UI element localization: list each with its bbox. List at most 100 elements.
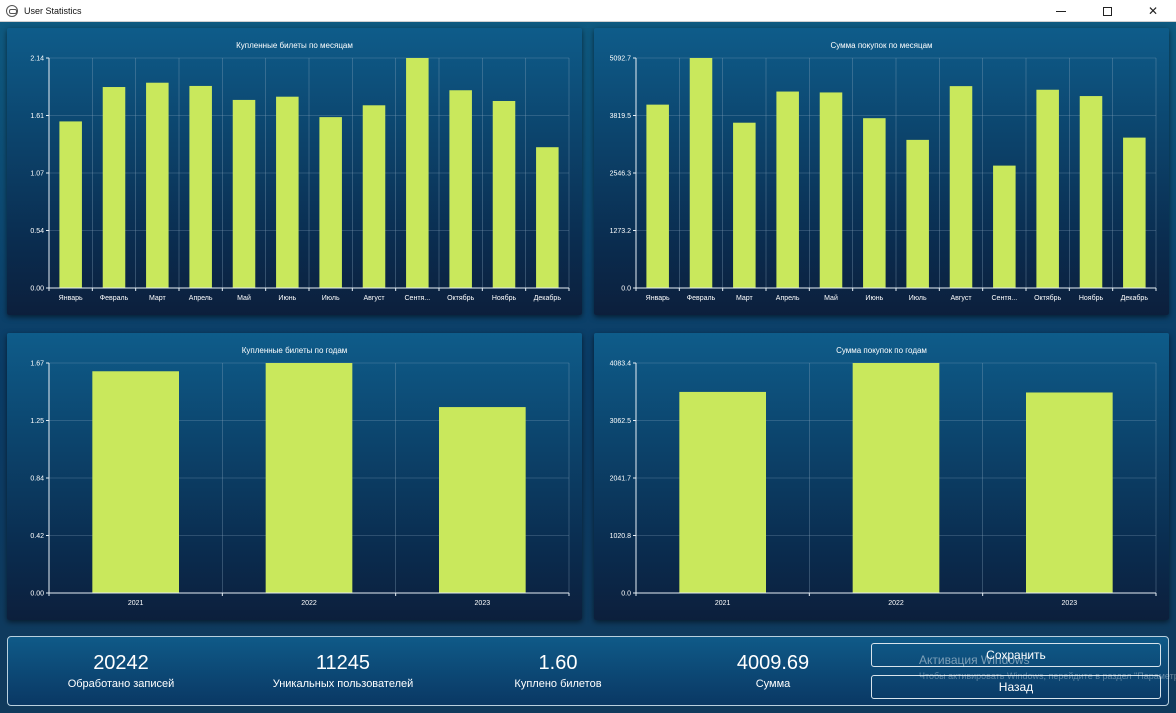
- stat-users-value: 11245: [315, 652, 371, 674]
- bar-Январь: [59, 121, 82, 288]
- stat-tickets-label: Куплено билетов: [514, 678, 602, 690]
- y-tick-label: 1.61: [30, 113, 44, 120]
- y-tick-label: 1.25: [30, 418, 44, 425]
- bar-2023: [1026, 392, 1113, 593]
- bar-2021: [679, 391, 766, 593]
- y-tick-label: 0.84: [30, 476, 44, 483]
- x-tick-label: Август: [950, 295, 972, 302]
- save-button[interactable]: Сохранить: [871, 643, 1161, 667]
- stat-sum-label: Сумма: [755, 678, 791, 690]
- x-tick-label: Март: [149, 295, 167, 302]
- stat-tickets: 1.60 Куплено билетов: [468, 651, 648, 691]
- x-tick-label: Сентя...: [405, 295, 431, 302]
- close-button[interactable]: ✕: [1130, 0, 1176, 22]
- stat-records-value: 20242: [93, 652, 149, 674]
- x-tick-label: Ноябрь: [492, 294, 517, 302]
- chart-panel-sum-by-year: Сумма покупок по годам 0.0 1020.8 2041.7 306…: [594, 333, 1169, 620]
- x-tick-label: Декабрь: [534, 294, 562, 302]
- bar-Февраль: [689, 58, 713, 288]
- y-tick-label: 5092.7: [610, 56, 632, 63]
- y-tick-label: 4083.4: [610, 361, 632, 368]
- minimize-button[interactable]: [1038, 0, 1084, 22]
- y-tick-label: 3062.5: [610, 418, 632, 425]
- x-tick-label: Ноябрь: [1079, 294, 1104, 302]
- x-tick-label: Январь: [646, 295, 670, 302]
- back-button[interactable]: Назад: [871, 675, 1161, 699]
- y-tick-label: 0.00: [30, 286, 44, 293]
- y-tick-label: 0.0: [621, 286, 631, 293]
- y-tick-label: 0.00: [30, 591, 44, 598]
- stats-panel: 20242 Обработано записей 11245 Уникальны…: [7, 636, 1169, 706]
- bar-Сентя...: [406, 58, 429, 288]
- x-tick-label: 2023: [475, 600, 491, 607]
- maximize-icon: [1102, 6, 1112, 16]
- chart-title: Сумма покупок по месяцам: [830, 41, 932, 50]
- chart-title: Купленные билеты по годам: [242, 346, 348, 355]
- bar-Июнь: [863, 118, 886, 288]
- bar-Февраль: [102, 87, 126, 288]
- bar-Ноябрь: [1079, 96, 1103, 288]
- x-tick-label: Апрель: [776, 295, 800, 302]
- bar-Октябрь: [1036, 89, 1059, 289]
- bar-Январь: [646, 104, 669, 289]
- x-tick-label: Февраль: [687, 295, 716, 302]
- chart-title: Сумма покупок по годам: [836, 346, 927, 355]
- stat-records: 20242 Обработано записей: [31, 651, 211, 691]
- y-tick-label: 1020.8: [610, 533, 632, 540]
- x-tick-label: Июнь: [865, 295, 883, 302]
- x-tick-label: 2021: [715, 600, 731, 607]
- x-tick-label: Январь: [59, 295, 83, 302]
- stat-sum-value: 4009.69: [736, 652, 810, 674]
- chart-sum-by-month: Сумма покупок по месяцам 0.0 1273.2 2546.3 3…: [610, 41, 1157, 302]
- x-tick-label: 2022: [888, 600, 904, 607]
- bar-Декабрь: [536, 147, 559, 288]
- title-bar: User Statistics ✕: [0, 0, 1176, 22]
- x-tick-label: Июнь: [278, 295, 296, 302]
- chart-panel-tickets-by-year: Купленные билеты по годам 0.00 0.42 0.84 1.2…: [7, 333, 582, 620]
- x-tick-label: Июль: [322, 295, 340, 302]
- window-title: User Statistics: [24, 5, 82, 16]
- maximize-button[interactable]: [1084, 0, 1130, 22]
- y-tick-label: 2546.3: [610, 171, 632, 178]
- chart-tickets-by-year: Купленные билеты по годам 0.00 0.42 0.84 1.2…: [30, 346, 570, 607]
- bar-Декабрь: [1123, 137, 1146, 288]
- chart-panel-sum-by-month: Сумма покупок по месяцам 0.0 1273.2 2546.3 3…: [594, 28, 1169, 315]
- bar-Ноябрь: [492, 100, 516, 288]
- stat-tickets-value: 1.60: [538, 652, 578, 674]
- x-tick-label: Август: [363, 295, 385, 302]
- bar-Июнь: [276, 96, 299, 288]
- x-tick-label: 2022: [301, 600, 317, 607]
- y-tick-label: 1.67: [30, 361, 44, 368]
- x-tick-label: Февраль: [100, 295, 129, 302]
- x-tick-label: 2021: [128, 600, 144, 607]
- y-tick-label: 2041.7: [610, 476, 632, 483]
- close-icon: ✕: [1147, 4, 1159, 18]
- x-tick-label: Май: [824, 294, 838, 302]
- bar-Апрель: [776, 91, 799, 288]
- bar-Март: [733, 122, 756, 288]
- stat-users-label: Уникальных пользователей: [272, 678, 414, 690]
- chart-panel-tickets-by-month: Купленные билеты по месяцам 0.00 0.54 1.07 1…: [7, 28, 582, 315]
- stat-users: 11245 Уникальных пользователей: [253, 651, 433, 691]
- y-tick-label: 0.42: [30, 533, 44, 540]
- x-tick-label: Апрель: [189, 295, 213, 302]
- bar-2022: [265, 363, 353, 593]
- bar-Май: [819, 92, 843, 288]
- y-tick-label: 1.07: [30, 171, 44, 178]
- x-tick-label: Октябрь: [1034, 294, 1061, 302]
- y-tick-label: 0.54: [30, 228, 44, 235]
- bar-Август: [362, 105, 386, 288]
- x-tick-label: Октябрь: [447, 294, 474, 302]
- bar-Апрель: [189, 85, 212, 288]
- bar-2022: [852, 363, 940, 593]
- x-tick-label: Сентя...: [992, 295, 1018, 302]
- bar-2021: [92, 371, 179, 593]
- x-tick-label: Май: [237, 294, 251, 302]
- x-tick-label: Март: [736, 295, 754, 302]
- bar-Сентя...: [993, 165, 1016, 288]
- x-tick-label: Июль: [909, 295, 927, 302]
- bar-Октябрь: [449, 90, 472, 288]
- bar-Август: [949, 86, 973, 288]
- stat-records-label: Обработано записей: [67, 678, 175, 690]
- x-tick-label: 2023: [1062, 600, 1078, 607]
